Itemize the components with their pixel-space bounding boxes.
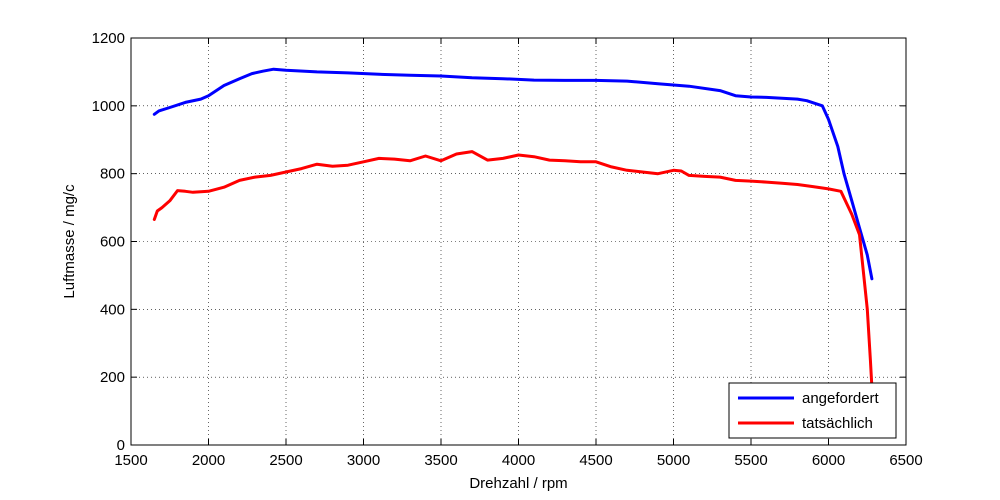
y-tick-label: 1200 — [92, 30, 125, 47]
ticks: 1500 2000 2500 3000 3500 4000 4500 5000 5500 6000… — [92, 30, 923, 469]
y-tick-label: 400 — [100, 301, 125, 318]
x-tick-label: 4500 — [579, 452, 612, 469]
legend-box — [728, 382, 897, 439]
x-tick-label: 4000 — [502, 452, 535, 469]
y-axis-title: Luftmasse / mg/c — [61, 184, 78, 299]
x-tick-label: 5000 — [657, 452, 690, 469]
y-tick-label: 800 — [100, 166, 125, 183]
x-tick-label: 2500 — [269, 452, 302, 469]
y-tick-label: 0 — [117, 437, 125, 454]
x-tick-label: 1500 — [114, 452, 147, 469]
series-line-angefordert — [152, 67, 874, 281]
y-tick-label: 200 — [100, 369, 125, 386]
x-tick-label: 5500 — [734, 452, 767, 469]
series-line-tatsaechlich — [152, 150, 874, 389]
series-group — [152, 67, 874, 389]
x-tick-label: 3500 — [424, 452, 457, 469]
legend-label-angefordert: angefordert — [802, 390, 880, 407]
x-tick-label: 3000 — [347, 452, 380, 469]
x-axis-title: Drehzahl / rpm — [469, 475, 567, 492]
y-tick-label: 1000 — [92, 98, 125, 115]
x-tick-label: 6000 — [812, 452, 845, 469]
legend: angefordert tatsächlich — [728, 382, 897, 439]
x-tick-label: 2000 — [192, 452, 225, 469]
x-tick-label: 6500 — [889, 452, 922, 469]
y-tick-label: 600 — [100, 234, 125, 251]
plot-background — [131, 38, 906, 445]
legend-label-tatsaechlich: tatsächlich — [802, 415, 873, 432]
